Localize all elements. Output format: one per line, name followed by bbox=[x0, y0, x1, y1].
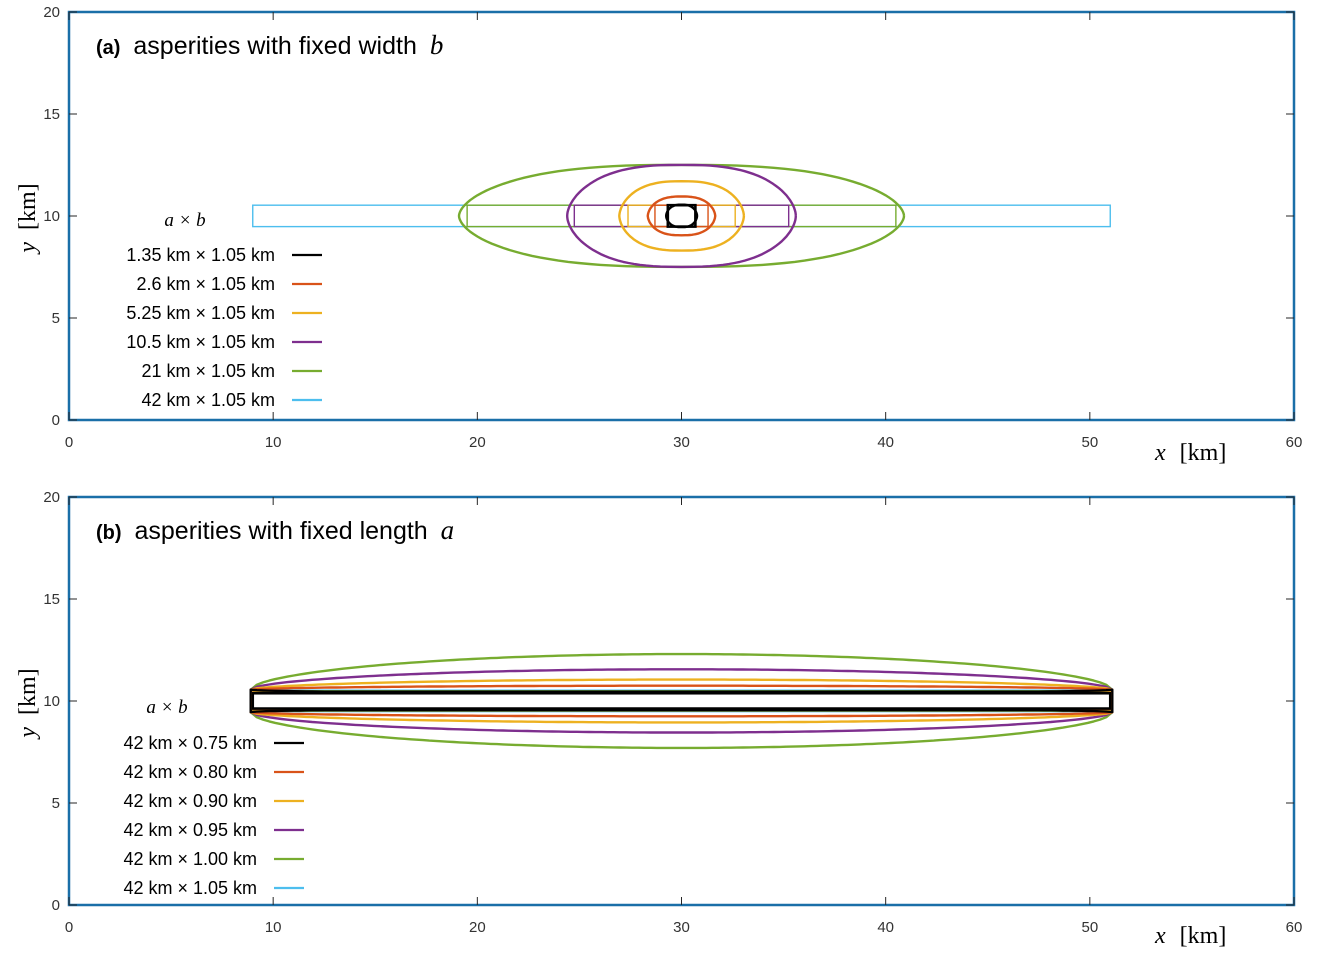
panel-tag-b: (b) bbox=[96, 522, 122, 544]
y-tick-label: 5 bbox=[52, 310, 60, 327]
y-axis-var-a: y bbox=[15, 242, 41, 255]
x-axis-var-b: x bbox=[1154, 923, 1166, 949]
y-axis-unit-a: [km] bbox=[15, 183, 41, 230]
rupture-contour bbox=[618, 180, 746, 252]
x-tick-label: 60 bbox=[1286, 919, 1303, 936]
rupture-contour bbox=[646, 195, 717, 237]
legend-label: 42 km × 0.95 km bbox=[123, 820, 257, 840]
panel-title-b: (b) asperities with fixed length a bbox=[96, 515, 454, 545]
x-axis-label-b: x [km] bbox=[1154, 923, 1226, 949]
x-tick-label: 30 bbox=[673, 434, 690, 451]
legend-label: 42 km × 1.00 km bbox=[123, 849, 257, 869]
rupture-contour bbox=[457, 163, 906, 269]
legend-title-a: a × b bbox=[164, 210, 205, 231]
x-tick-label: 10 bbox=[265, 919, 282, 936]
x-tick-marks-b: 0 10 20 30 40 50 60 bbox=[65, 497, 1303, 936]
rupture-contour bbox=[566, 163, 797, 269]
asperity-rect bbox=[251, 691, 1112, 710]
panel-title-var-b: a bbox=[441, 515, 455, 545]
legend-label: 21 km × 1.05 km bbox=[141, 361, 275, 381]
y-tick-label: 20 bbox=[43, 4, 60, 21]
legend-label: 10.5 km × 1.05 km bbox=[126, 332, 275, 352]
y-tick-label: 0 bbox=[52, 897, 60, 914]
y-tick-label: 15 bbox=[43, 106, 60, 123]
x-tick-label: 60 bbox=[1286, 434, 1303, 451]
asperity-rect bbox=[627, 204, 736, 228]
y-tick-label: 0 bbox=[52, 412, 60, 429]
legend-label: 5.25 km × 1.05 km bbox=[126, 303, 275, 323]
y-axis-label-b: y [km] bbox=[15, 668, 41, 739]
x-tick-label: 40 bbox=[877, 434, 894, 451]
asperity-rect bbox=[252, 692, 1111, 710]
rupture-contour bbox=[249, 688, 1114, 714]
y-tick-label: 10 bbox=[43, 693, 60, 710]
x-tick-label: 30 bbox=[673, 919, 690, 936]
panel-b: 0 10 20 30 40 50 60 0 5 10 15 20 (b) asperities wi… bbox=[15, 489, 1302, 949]
panel-title-var-a: b bbox=[430, 30, 444, 60]
legend-label: 42 km × 0.75 km bbox=[123, 733, 257, 753]
plot-area-a bbox=[252, 163, 1111, 269]
asperity-rect bbox=[573, 204, 790, 228]
y-tick-marks-b: 0 5 10 15 20 bbox=[43, 489, 1294, 914]
x-tick-label: 40 bbox=[877, 919, 894, 936]
x-tick-label: 50 bbox=[1081, 434, 1098, 451]
y-tick-marks-a: 0 5 10 15 20 bbox=[43, 4, 1294, 429]
asperity-rect bbox=[666, 203, 697, 228]
asperity-rect bbox=[654, 204, 709, 228]
x-axis-var-a: x bbox=[1154, 440, 1166, 466]
y-tick-label: 5 bbox=[52, 795, 60, 812]
x-tick-marks-a: 0 10 20 30 40 50 60 bbox=[65, 12, 1303, 451]
panel-title-a: (a) asperities with fixed width b bbox=[96, 30, 443, 60]
asperity-rect bbox=[252, 204, 1111, 228]
x-tick-label: 0 bbox=[65, 919, 73, 936]
x-tick-label: 20 bbox=[469, 434, 486, 451]
asperity-rect bbox=[466, 204, 897, 228]
legend-b: 42 km × 0.75 km 42 km × 0.80 km 42 km × 0.… bbox=[123, 733, 304, 898]
x-tick-label: 50 bbox=[1081, 919, 1098, 936]
legend-label: 42 km × 0.80 km bbox=[123, 762, 257, 782]
x-tick-label: 20 bbox=[469, 919, 486, 936]
legend-title-b: a × b bbox=[146, 697, 187, 718]
x-tick-label: 0 bbox=[65, 434, 73, 451]
legend-label: 42 km × 1.05 km bbox=[123, 878, 257, 898]
legend-label: 1.35 km × 1.05 km bbox=[126, 245, 275, 265]
x-axis-unit-a: [km] bbox=[1180, 440, 1227, 466]
y-tick-label: 15 bbox=[43, 591, 60, 608]
x-axis-label-a: x [km] bbox=[1154, 440, 1226, 466]
panel-title-text-b: asperities with fixed length bbox=[135, 517, 428, 545]
y-axis-unit-b: [km] bbox=[15, 668, 41, 715]
x-axis-unit-b: [km] bbox=[1180, 923, 1227, 949]
y-tick-label: 20 bbox=[43, 489, 60, 506]
y-tick-label: 10 bbox=[43, 208, 60, 225]
legend-label: 42 km × 1.05 km bbox=[141, 390, 275, 410]
panel-title-text-a: asperities with fixed width bbox=[133, 32, 416, 60]
x-tick-label: 10 bbox=[265, 434, 282, 451]
plot-area-b bbox=[249, 652, 1114, 750]
legend-label: 42 km × 0.90 km bbox=[123, 791, 257, 811]
panel-tag-a: (a) bbox=[96, 37, 120, 59]
legend-label: 2.6 km × 1.05 km bbox=[136, 274, 275, 294]
y-axis-label-a: y [km] bbox=[15, 183, 41, 254]
legend-a: 1.35 km × 1.05 km 2.6 km × 1.05 km 5.25 km… bbox=[126, 245, 322, 410]
rupture-contour bbox=[665, 203, 699, 229]
panel-a: 0 10 20 30 40 50 60 0 5 10 15 20 (a) asperities wi… bbox=[15, 4, 1302, 466]
y-axis-var-b: y bbox=[15, 727, 41, 740]
